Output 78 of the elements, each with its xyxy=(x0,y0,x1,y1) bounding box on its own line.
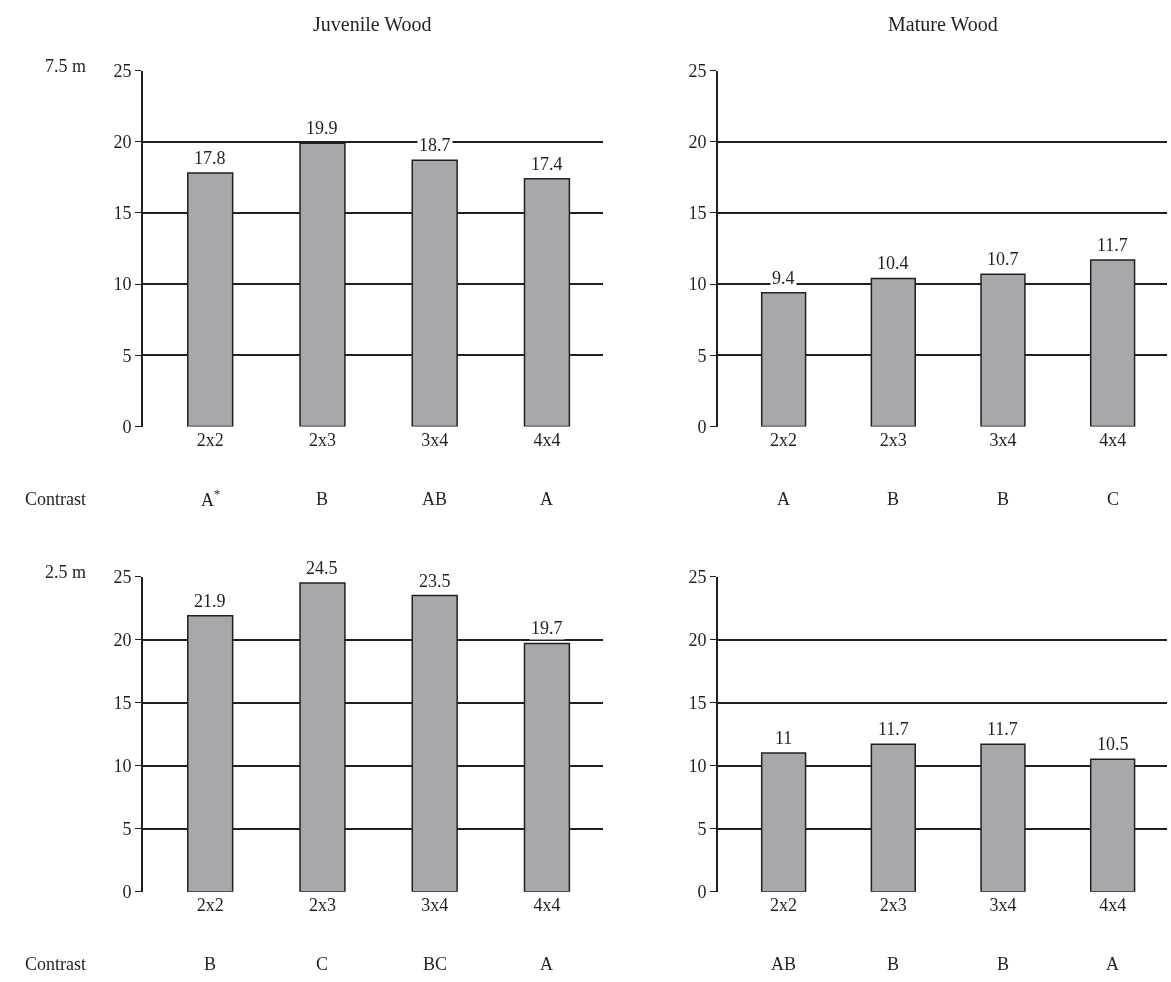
data-label: 11.7 xyxy=(878,719,909,739)
y-tick-label: 0 xyxy=(122,416,132,437)
x-tick-label: 4x4 xyxy=(1099,894,1127,915)
y-tick-label: 0 xyxy=(697,416,707,437)
data-label: 23.5 xyxy=(419,571,451,591)
y-tick-label: 25 xyxy=(113,566,132,587)
data-label: 17.4 xyxy=(531,154,563,174)
data-label: 11.7 xyxy=(1097,235,1128,255)
text: AB xyxy=(771,954,797,974)
data-label: 17.8 xyxy=(194,148,226,168)
text: B xyxy=(997,954,1010,974)
text: A$^{*}$ xyxy=(201,487,221,510)
text: A xyxy=(1106,954,1119,974)
x-tick-label: 2x3 xyxy=(308,429,336,450)
x-tick-label: 3x4 xyxy=(421,894,449,915)
x-tick-label: 4x4 xyxy=(533,894,561,915)
text: B xyxy=(204,954,217,974)
y-tick-label: 10 xyxy=(113,755,132,776)
y-tick-label: 5 xyxy=(697,345,707,366)
y-tick-label: 20 xyxy=(113,132,132,153)
y-tick-label: 5 xyxy=(122,818,132,839)
y-tick-label: 15 xyxy=(113,203,132,224)
y-tick-label: 10 xyxy=(113,274,132,295)
data-label: 18.7 xyxy=(419,135,451,155)
text: 2.5 m xyxy=(45,562,87,582)
x-tick-label: 2x2 xyxy=(770,894,798,915)
x-tick-label: 3x4 xyxy=(989,894,1017,915)
x-tick-label: 2x3 xyxy=(879,894,907,915)
y-tick-label: 25 xyxy=(688,60,707,81)
data-label: 11.7 xyxy=(987,719,1018,739)
data-label: 9.4 xyxy=(772,268,795,288)
y-tick-label: 0 xyxy=(697,881,707,902)
y-tick-label: 5 xyxy=(697,818,707,839)
text: C xyxy=(1107,489,1120,509)
x-tick-label: 4x4 xyxy=(1099,429,1127,450)
data-label: 21.9 xyxy=(194,591,226,611)
y-tick-label: 15 xyxy=(688,203,707,224)
text: 7.5 m xyxy=(45,56,87,76)
text: Contrast xyxy=(25,954,86,974)
data-label: 10.7 xyxy=(987,249,1019,269)
x-tick-label: 3x4 xyxy=(989,429,1017,450)
text: B xyxy=(997,489,1010,509)
data-label: 24.5 xyxy=(306,558,338,578)
y-tick-label: 25 xyxy=(688,566,707,587)
text: B xyxy=(316,489,329,509)
y-tick-label: 15 xyxy=(113,692,132,713)
y-tick-label: 25 xyxy=(113,60,132,81)
chart-title: Mature Wood xyxy=(888,13,998,35)
chart-title: Juvenile Wood xyxy=(313,13,432,35)
x-tick-label: 2x3 xyxy=(879,429,907,450)
y-tick-label: 20 xyxy=(688,132,707,153)
x-tick-label: 2x2 xyxy=(196,429,224,450)
text: BC xyxy=(423,954,448,974)
text: B xyxy=(887,954,900,974)
text: Contrast xyxy=(25,489,86,509)
text: B xyxy=(887,489,900,509)
text: A xyxy=(777,489,790,509)
x-tick-label: 3x4 xyxy=(421,429,449,450)
text: A xyxy=(540,954,553,974)
y-tick-label: 5 xyxy=(122,345,132,366)
y-tick-label: 15 xyxy=(688,692,707,713)
y-tick-label: 10 xyxy=(688,274,707,295)
data-label: 19.9 xyxy=(306,118,338,138)
x-tick-label: 2x3 xyxy=(308,894,336,915)
y-tick-label: 10 xyxy=(688,755,707,776)
data-label: 10.5 xyxy=(1097,734,1129,754)
y-tick-label: 20 xyxy=(688,629,707,650)
text: C xyxy=(316,954,329,974)
data-label: 19.7 xyxy=(531,618,563,638)
y-tick-label: 20 xyxy=(113,629,132,650)
x-tick-label: 2x2 xyxy=(770,429,798,450)
data-label: 11 xyxy=(775,728,793,748)
x-tick-label: 2x2 xyxy=(196,894,224,915)
text: A xyxy=(540,489,553,509)
data-label: 10.4 xyxy=(877,253,909,273)
x-tick-label: 4x4 xyxy=(533,429,561,450)
text: AB xyxy=(422,489,448,509)
y-tick-label: 0 xyxy=(122,881,132,902)
